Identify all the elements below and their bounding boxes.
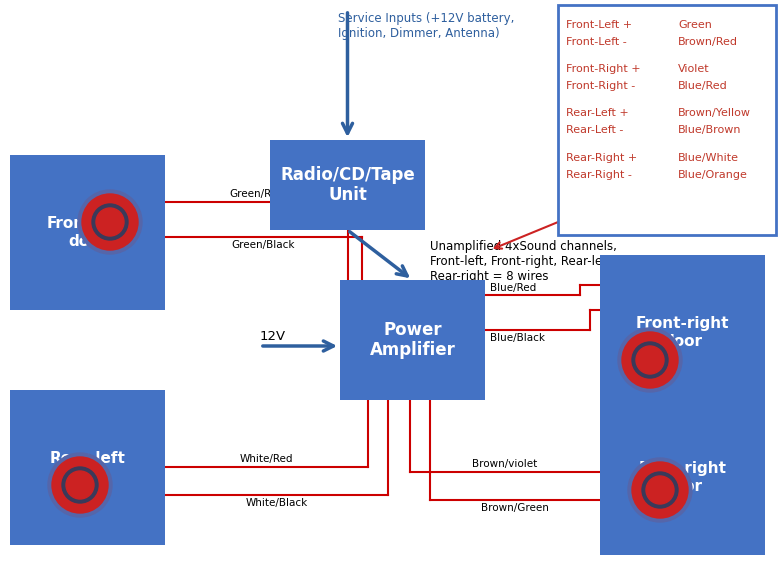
- Text: Blue/White: Blue/White: [678, 152, 739, 163]
- Circle shape: [82, 194, 138, 250]
- Text: Front-Left +: Front-Left +: [566, 20, 632, 30]
- Bar: [10, 155, 165, 310]
- Text: Rear-Right -: Rear-Right -: [566, 170, 632, 179]
- Circle shape: [636, 346, 664, 374]
- Circle shape: [628, 458, 692, 522]
- Text: Rear-left
door: Rear-left door: [49, 451, 125, 484]
- Text: White/Red: White/Red: [240, 454, 294, 464]
- Text: Front-right
door: Front-right door: [636, 316, 729, 348]
- Text: Blue/Red: Blue/Red: [490, 283, 536, 293]
- Text: Power
Amplifier: Power Amplifier: [370, 321, 456, 359]
- Text: Blue/Black: Blue/Black: [490, 333, 545, 343]
- Text: Violet: Violet: [678, 64, 709, 74]
- Text: Rear-Left +: Rear-Left +: [566, 109, 629, 118]
- Bar: [558, 5, 776, 235]
- Text: Green: Green: [678, 20, 712, 30]
- Text: Green/Red: Green/Red: [229, 189, 284, 199]
- Text: Service Inputs (+12V battery,
Ignition, Dimmer, Antenna): Service Inputs (+12V battery, Ignition, …: [337, 12, 514, 40]
- Text: Front-Left -: Front-Left -: [566, 37, 626, 47]
- Bar: [600, 255, 765, 410]
- Text: Rear-Right +: Rear-Right +: [566, 152, 637, 163]
- Text: Brown/Yellow: Brown/Yellow: [678, 109, 751, 118]
- Text: Brown/Red: Brown/Red: [678, 37, 738, 47]
- Circle shape: [92, 204, 128, 240]
- Text: Rear-right
door: Rear-right door: [638, 461, 727, 494]
- Text: Blue/Orange: Blue/Orange: [678, 170, 748, 179]
- Bar: [340, 280, 485, 400]
- Text: Unamplified 4xSound channels,
Front-left, Front-right, Rear-left,
Rear-right = 8: Unamplified 4xSound channels, Front-left…: [430, 240, 617, 283]
- Text: Blue/Brown: Blue/Brown: [678, 125, 742, 135]
- Circle shape: [632, 462, 688, 518]
- Bar: [10, 390, 165, 545]
- Bar: [270, 140, 425, 230]
- Text: Rear-Left -: Rear-Left -: [566, 125, 623, 135]
- Text: Front-Right -: Front-Right -: [566, 81, 635, 91]
- Circle shape: [66, 471, 94, 499]
- Circle shape: [62, 467, 98, 503]
- Text: Blue/Red: Blue/Red: [678, 81, 727, 91]
- Circle shape: [52, 457, 108, 513]
- Circle shape: [622, 332, 678, 388]
- Bar: [600, 400, 765, 555]
- Text: Brown/Green: Brown/Green: [481, 503, 549, 513]
- Circle shape: [48, 453, 112, 517]
- Text: Radio/CD/Tape
Unit: Radio/CD/Tape Unit: [280, 166, 415, 204]
- Text: 12V: 12V: [260, 330, 286, 343]
- Circle shape: [78, 190, 142, 254]
- Circle shape: [642, 472, 678, 508]
- Text: Brown/violet: Brown/violet: [472, 459, 538, 469]
- Text: Green/Black: Green/Black: [232, 240, 295, 250]
- Text: Front-left
door: Front-left door: [47, 216, 128, 249]
- Text: White/Black: White/Black: [245, 498, 308, 508]
- Circle shape: [646, 476, 674, 504]
- Text: Front-Right +: Front-Right +: [566, 64, 640, 74]
- Circle shape: [96, 208, 124, 236]
- Circle shape: [632, 342, 668, 378]
- Circle shape: [618, 328, 682, 392]
